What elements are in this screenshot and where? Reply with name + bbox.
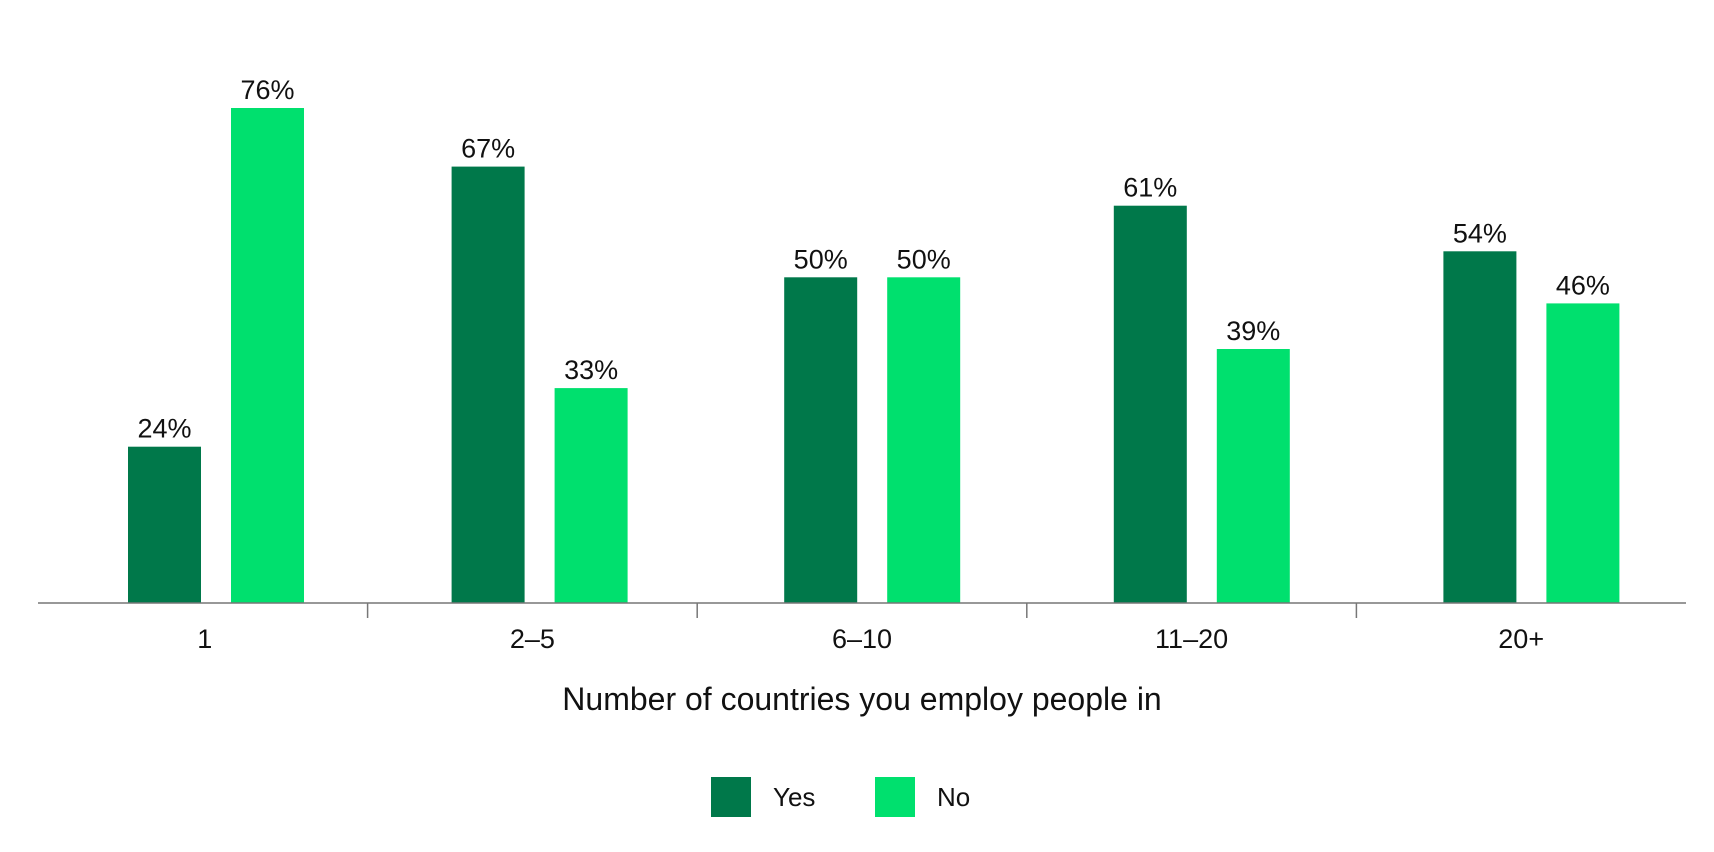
x-tick-label-1: 2–5	[510, 624, 555, 654]
bars-layer	[128, 108, 1620, 604]
data-label-no-3: 39%	[1226, 316, 1280, 346]
bar-no-0	[231, 108, 304, 603]
legend-swatch-yes	[711, 777, 751, 817]
data-label-yes-0: 24%	[137, 414, 191, 444]
data-label-yes-1: 67%	[461, 134, 515, 164]
bar-yes-4	[1443, 251, 1517, 604]
data-label-yes-2: 50%	[794, 244, 848, 274]
legend-label-yes: Yes	[773, 782, 815, 812]
bar-yes-0	[128, 446, 201, 603]
bar-no-3	[1216, 349, 1290, 603]
data-label-no-0: 76%	[240, 75, 294, 105]
data-label-no-4: 46%	[1556, 270, 1610, 300]
x-tick-label-2: 6–10	[832, 624, 892, 654]
bar-no-4	[1546, 303, 1620, 603]
x-tick-label-3: 11–20	[1155, 624, 1228, 654]
data-label-no-2: 50%	[897, 244, 951, 274]
bar-yes-3	[1113, 205, 1187, 603]
x-tick-label-4: 20+	[1498, 624, 1544, 654]
legend: Yes No	[711, 777, 970, 817]
legend-label-no: No	[937, 782, 970, 812]
data-label-yes-3: 61%	[1123, 173, 1177, 203]
x-axis-ticks: 1 2–5 6–10 11–20 20+	[197, 603, 1544, 654]
data-label-no-1: 33%	[564, 355, 618, 385]
data-labels-layer: 24% 76% 67% 33% 50% 50% 61% 39% 54% 46%	[137, 75, 1609, 444]
bar-no-2	[887, 277, 961, 603]
legend-swatch-no	[875, 777, 915, 817]
bar-no-1	[554, 388, 628, 603]
x-axis-title: Number of countries you employ people in	[562, 681, 1161, 717]
bar-yes-2	[784, 277, 858, 603]
data-label-yes-4: 54%	[1453, 218, 1507, 248]
bar-yes-1	[451, 166, 525, 603]
x-tick-label-0: 1	[197, 624, 212, 654]
